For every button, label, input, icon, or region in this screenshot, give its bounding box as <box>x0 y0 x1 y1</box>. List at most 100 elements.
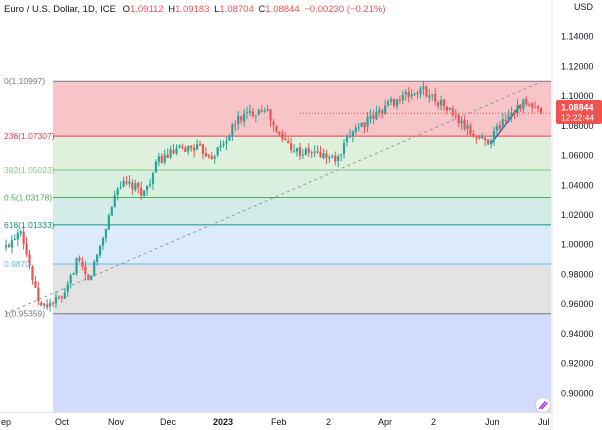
candle-body <box>369 115 372 119</box>
time-axis[interactable]: ep Oct Nov Dec 2023 Feb 2 Apr 2 Jun Jul <box>0 412 552 428</box>
time-tick-label: Oct <box>55 417 70 427</box>
candle-body <box>278 131 281 135</box>
candle-body <box>54 297 58 304</box>
candle-body <box>528 104 531 106</box>
candle-body <box>140 188 143 196</box>
candle-body <box>131 182 134 190</box>
candle-body <box>231 124 234 136</box>
candle-body <box>257 110 260 115</box>
candle-body <box>539 107 543 114</box>
time-tick-label: Feb <box>271 417 287 427</box>
candle-body <box>319 151 322 158</box>
candle-body <box>104 228 108 238</box>
candle-body <box>60 296 63 299</box>
fib-band <box>53 136 551 171</box>
candle-body <box>216 147 219 156</box>
candle-body <box>48 302 52 307</box>
price-badge-bg <box>556 100 602 124</box>
candle-body <box>486 139 490 145</box>
candle-body <box>363 122 366 128</box>
candle-body <box>460 120 463 124</box>
price-axis[interactable]: 1.14000 1.12000 1.10000 1.08000 1.06000 1.040… <box>300 0 594 430</box>
candle-body <box>304 148 307 156</box>
candle-body <box>322 153 325 158</box>
candle-body <box>28 253 31 267</box>
candle-body <box>516 105 519 113</box>
candle-body <box>451 108 454 116</box>
candle-body <box>169 149 172 158</box>
candle-body <box>340 154 343 156</box>
fib-level-label: 382(1.05023) <box>4 165 55 175</box>
candle-body <box>13 239 16 241</box>
price-tick-label: 0.90000 <box>561 388 594 398</box>
candle-body <box>137 182 140 188</box>
candle-body <box>128 181 131 184</box>
time-tick-label: Apr <box>378 417 392 427</box>
close-value: 1.08844 <box>265 4 300 15</box>
candle-body <box>366 117 369 127</box>
tradingview-logo-icon[interactable] <box>535 397 551 413</box>
last-price-label: 1.08844 <box>561 103 594 113</box>
candle-body <box>78 257 81 261</box>
candle-body <box>66 283 69 292</box>
candle-body <box>101 237 105 246</box>
candle-body <box>295 147 299 152</box>
candle-body <box>410 94 413 97</box>
high-value: 1.09183 <box>175 4 210 15</box>
candle-body <box>389 98 393 102</box>
candle-body <box>290 143 293 151</box>
price-tick-label: 1.02000 <box>561 210 594 220</box>
candle-body <box>254 115 257 117</box>
time-tick-label: 2 <box>431 417 436 427</box>
candle-body <box>84 266 87 275</box>
candle-body <box>442 99 446 106</box>
candle-body <box>437 102 440 107</box>
candle-body <box>4 245 8 248</box>
candle-body <box>34 281 37 288</box>
candle-body <box>46 304 49 308</box>
candle-body <box>425 86 428 97</box>
open-label: O <box>122 4 130 15</box>
open-value: 1.09112 <box>129 4 164 15</box>
candle-body <box>69 275 72 284</box>
candle-body <box>195 144 199 150</box>
candle-body <box>381 110 384 114</box>
price-tick-label: 1.12000 <box>561 61 594 71</box>
symbol-name[interactable]: Euro / U.S. Dollar, 1D, ICE <box>4 4 116 15</box>
candle-body <box>445 106 449 111</box>
candle-body <box>466 125 469 129</box>
candle-body <box>431 94 434 96</box>
fibonacci-retracement[interactable] <box>53 80 551 412</box>
candle-body <box>116 188 119 196</box>
fib-level-label: 0.5(1.03178) <box>4 192 52 202</box>
candle-body <box>501 119 504 128</box>
candle-body <box>398 99 402 101</box>
candle-body <box>163 154 166 163</box>
candle-body <box>498 125 501 129</box>
symbol-header: Euro / U.S. Dollar, 1D, ICE O1.09112 H1.… <box>4 4 386 15</box>
candle-body <box>416 92 419 94</box>
candle-body <box>534 107 537 109</box>
candle-body <box>392 99 396 106</box>
fib-band <box>53 263 551 314</box>
candle-body <box>237 115 240 124</box>
candle-body <box>495 126 499 131</box>
candle-body <box>160 156 163 164</box>
candle-body <box>201 144 205 155</box>
candle-body <box>334 155 337 162</box>
price-tick-label: 0.98000 <box>561 269 594 279</box>
candle-body <box>234 124 237 126</box>
time-tick-label: Nov <box>108 417 125 427</box>
candle-body <box>219 145 222 148</box>
price-tick-label: 0.94000 <box>561 329 594 339</box>
candle-body <box>134 183 137 191</box>
candle-body <box>96 254 99 262</box>
fib-band <box>53 197 551 225</box>
time-tick-label: 2 <box>326 417 331 427</box>
candle-body <box>22 231 25 244</box>
candle-body <box>122 180 125 187</box>
candle-body <box>484 137 487 141</box>
candle-body <box>404 92 407 95</box>
candle-body <box>372 115 375 119</box>
